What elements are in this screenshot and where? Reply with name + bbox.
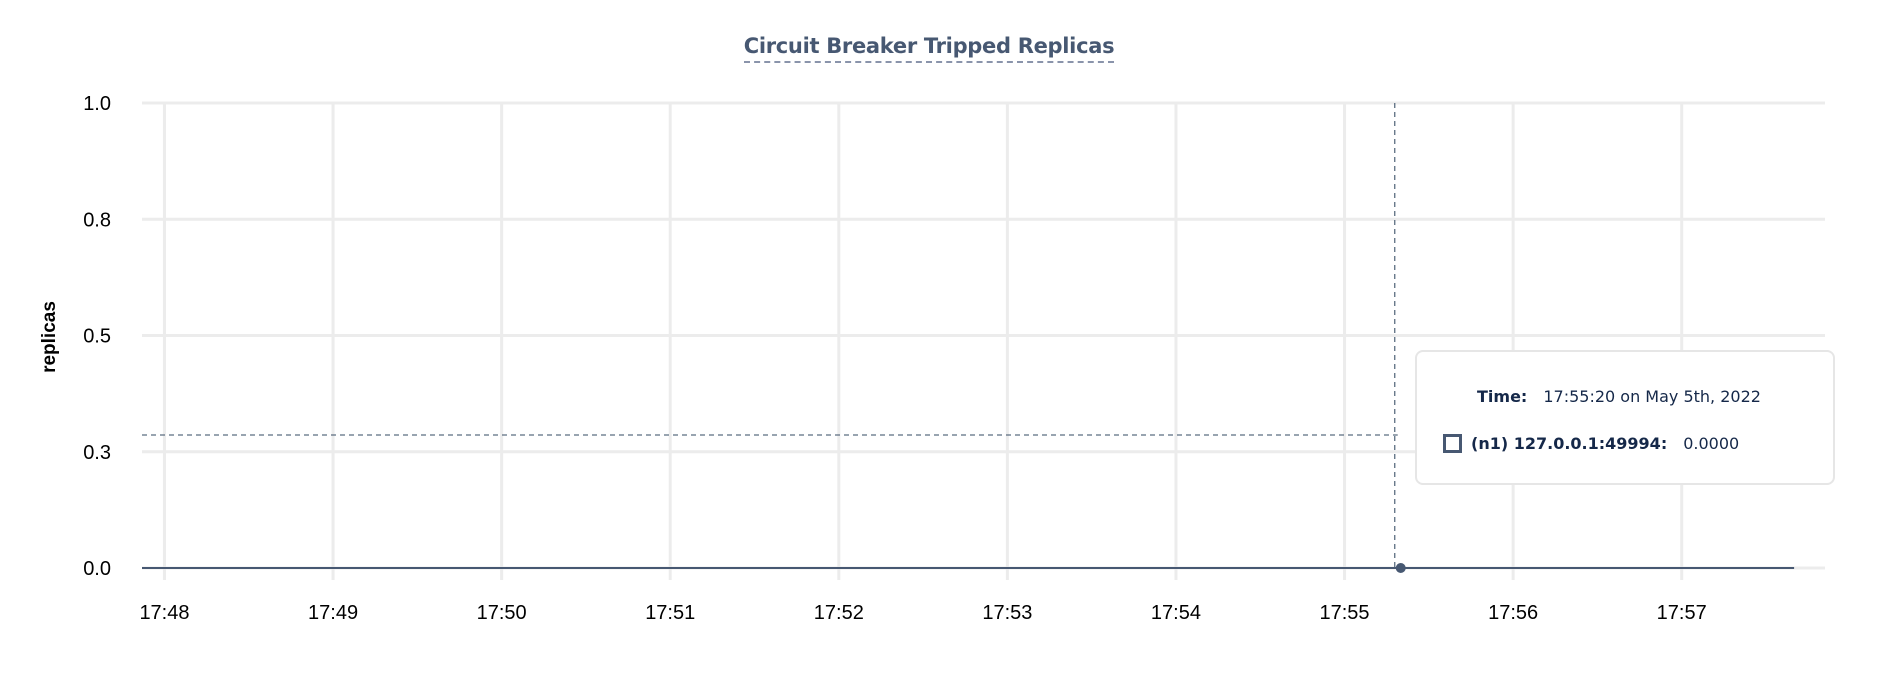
y-tick-label: 0.3 (83, 442, 111, 464)
y-axis-label: replicas (39, 301, 60, 373)
hover-point (1395, 563, 1406, 573)
y-tick-label: 0.8 (83, 209, 111, 231)
chart-title-wrap: Circuit Breaker Tripped Replicas (0, 34, 1858, 63)
x-tick-label: 17:50 (477, 602, 527, 624)
x-tick-label: 17:56 (1488, 602, 1538, 624)
y-tick-label: 0.0 (83, 558, 111, 580)
tooltip-series-value: 0.0000 (1683, 434, 1740, 453)
tooltip-time-value: 17:55:20 on May 5th, 2022 (1543, 387, 1761, 406)
tooltip-series-label: (n1) 127.0.0.1:49994: (1471, 434, 1668, 453)
x-tick-label: 17:53 (982, 602, 1032, 624)
x-tick-label: 17:49 (308, 602, 358, 624)
series-swatch-icon (1443, 434, 1462, 453)
y-tick-label: 1.0 (83, 93, 111, 115)
x-tick-label: 17:57 (1657, 602, 1707, 624)
x-tick-label: 17:48 (139, 602, 189, 624)
y-tick-label: 0.5 (83, 326, 111, 348)
tooltip-time-label: Time: (1477, 387, 1528, 406)
x-tick-label: 17:55 (1320, 602, 1370, 624)
tooltip-series-row: (n1) 127.0.0.1:49994: 0.0000 (1443, 434, 1739, 453)
chart-tooltip: Time: 17:55:20 on May 5th, 2022 (n1) 127.… (1415, 350, 1835, 485)
tooltip-time-row: Time: 17:55:20 on May 5th, 2022 (1477, 387, 1761, 406)
x-tick-label: 17:51 (645, 602, 695, 624)
x-tick-label: 17:52 (814, 602, 864, 624)
x-tick-label: 17:54 (1151, 602, 1201, 624)
chart-title[interactable]: Circuit Breaker Tripped Replicas (743, 34, 1115, 63)
